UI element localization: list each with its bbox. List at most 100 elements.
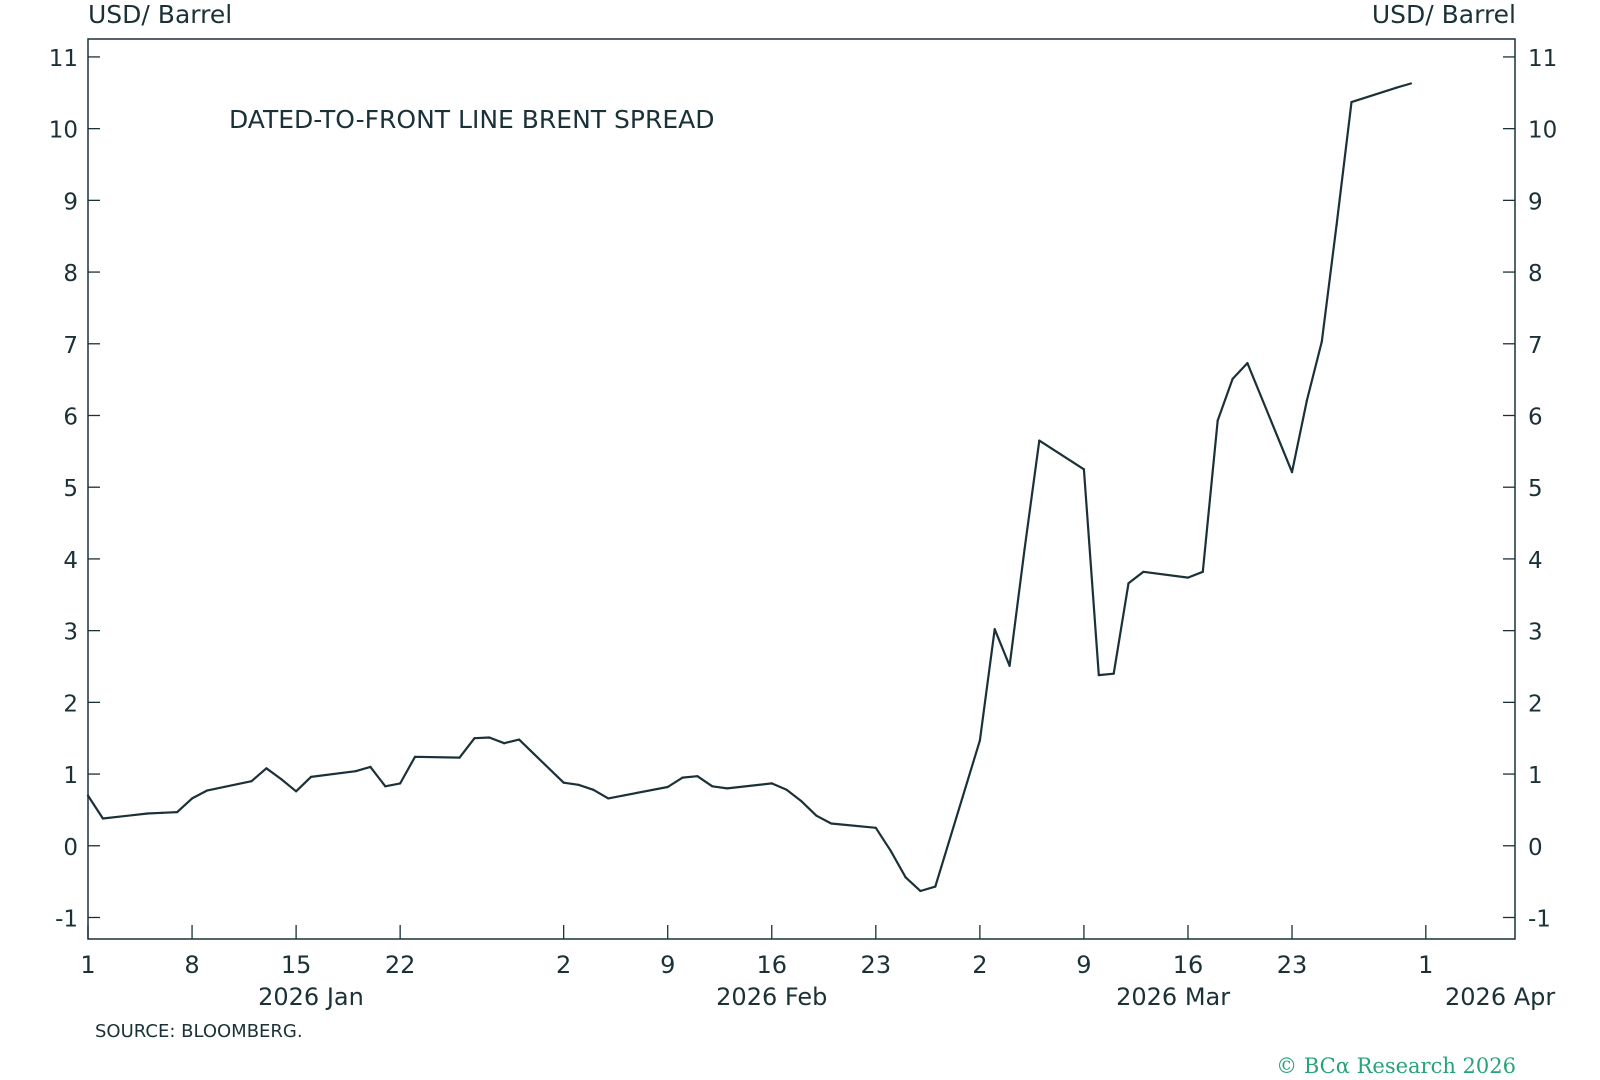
data-point (399, 782, 402, 785)
y-tick-label-left: 4 (63, 548, 78, 574)
y-tick-label-right: 6 (1528, 404, 1543, 430)
y-tick-label-right: 8 (1528, 261, 1543, 287)
data-point (622, 794, 625, 797)
x-tick-label: 16 (756, 951, 787, 979)
data-point (250, 780, 253, 783)
data-point (1290, 471, 1294, 474)
data-point (993, 628, 996, 631)
data-point (86, 794, 90, 797)
month-axis: 2026 Jan 2026 Feb 2026 Mar 2026 Apr (258, 983, 1555, 1011)
data-point (190, 797, 194, 800)
y-tick-label-left: 3 (63, 620, 78, 646)
data-point (1038, 439, 1041, 442)
x-tick-label: 23 (861, 951, 892, 979)
data-point (1023, 548, 1026, 551)
data-point (889, 849, 892, 852)
data-point (101, 817, 104, 820)
data-point (577, 783, 580, 786)
y-tick-label-right: 10 (1528, 118, 1557, 144)
y-tick-label-left: 9 (63, 189, 78, 215)
y-axis-unit-left: USD/ Barrel (88, 0, 233, 29)
x-tick-label: 9 (1076, 951, 1091, 979)
data-point (1216, 419, 1219, 422)
data-point (1186, 576, 1190, 579)
x-tick-label: 15 (281, 951, 312, 979)
data-point (1127, 582, 1130, 585)
data-point (1305, 399, 1308, 402)
data-point (607, 797, 610, 800)
y-tick-label-left: 1 (63, 763, 78, 789)
y-tick-label-left: 11 (49, 46, 78, 72)
month-label: 2026 Mar (1116, 983, 1230, 1011)
y-tick-label-right: 5 (1528, 476, 1543, 502)
data-point (904, 876, 907, 879)
data-point (176, 810, 179, 814)
data-point (696, 775, 699, 778)
y-tick-label-left: 5 (63, 476, 78, 502)
data-point (1201, 570, 1204, 573)
x-tick-label: 16 (1173, 951, 1204, 979)
data-point (681, 776, 684, 779)
data-point (146, 812, 149, 815)
source-note: SOURCE: BLOOMBERG. (95, 1021, 303, 1042)
data-point (726, 787, 729, 790)
data-point (1112, 672, 1115, 675)
data-point (1142, 570, 1145, 573)
data-point (919, 889, 922, 893)
data-point (384, 785, 387, 788)
data-point (1246, 362, 1249, 365)
y-tick-label-right: -1 (1528, 906, 1551, 932)
y-tick-label-right: 11 (1528, 46, 1557, 72)
data-point (1335, 223, 1338, 226)
x-tick-label: 2 (972, 951, 987, 979)
month-label: 2026 Apr (1445, 983, 1555, 1011)
y-tick-label-left: 7 (63, 333, 78, 359)
data-point (711, 785, 714, 788)
data-point (1350, 101, 1353, 104)
data-point (1082, 468, 1086, 471)
month-label: 2026 Feb (716, 983, 827, 1011)
data-point (815, 814, 818, 817)
series-layer (86, 82, 1413, 893)
y-axis-unit-right: USD/ Barrel (1371, 0, 1516, 29)
data-point (413, 755, 417, 758)
data-point (800, 800, 803, 803)
data-point (309, 775, 313, 779)
data-point (458, 756, 461, 759)
y-tick-label-left: -1 (55, 906, 78, 932)
data-point (1008, 664, 1011, 667)
x-tick-label: 2 (556, 951, 571, 979)
data-point (874, 826, 877, 829)
data-point (666, 785, 669, 789)
data-point (770, 782, 773, 785)
y-tick-label-right: 0 (1528, 835, 1543, 861)
y-axis-right: -1 0 1 2 3 4 5 6 7 8 9 10 11 (1503, 46, 1557, 932)
data-point (280, 777, 283, 781)
data-point (830, 822, 833, 825)
data-point (1409, 82, 1413, 85)
y-tick-label-right: 4 (1528, 548, 1543, 574)
y-tick-label-left: 8 (63, 261, 78, 287)
y-tick-label-left: 0 (63, 835, 78, 861)
data-point (354, 770, 357, 773)
data-point (369, 765, 372, 768)
x-tick-label: 1 (1418, 951, 1433, 979)
data-point (503, 742, 506, 745)
data-point (562, 781, 565, 784)
y-tick-label-right: 1 (1528, 763, 1543, 789)
data-point (592, 788, 595, 791)
data-point (1394, 86, 1398, 89)
data-point (934, 885, 937, 888)
y-tick-label-left: 10 (49, 118, 78, 144)
y-tick-label-left: 6 (63, 404, 78, 430)
data-point (205, 789, 209, 792)
data-point (517, 738, 521, 741)
y-axis-left: -1 0 1 2 3 4 5 6 7 8 9 10 11 (49, 46, 100, 932)
x-tick-label: 8 (184, 951, 199, 979)
data-point (295, 790, 298, 793)
x-tick-label: 23 (1277, 951, 1308, 979)
data-point (1231, 377, 1234, 381)
data-point (473, 737, 476, 740)
plot-frame (87, 38, 1516, 940)
